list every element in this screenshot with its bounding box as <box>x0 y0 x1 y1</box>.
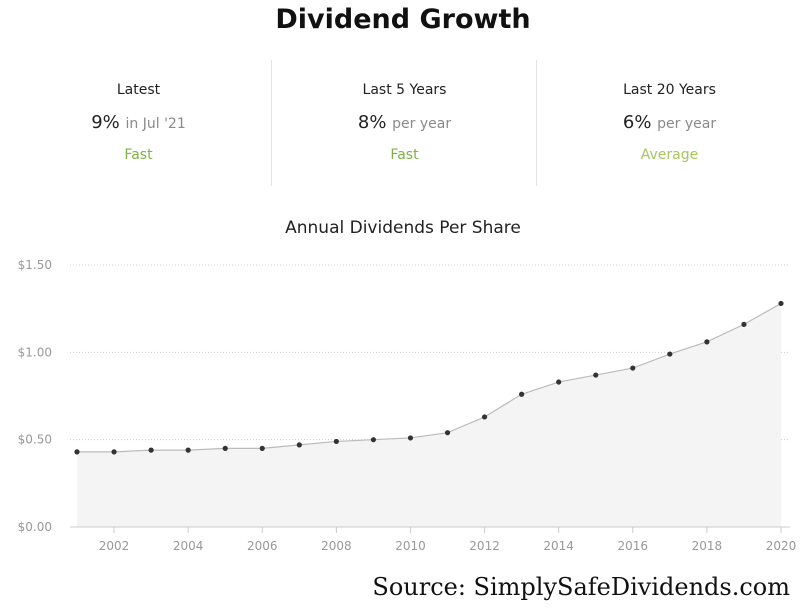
x-tick-label: 2020 <box>766 539 797 553</box>
data-point <box>704 339 710 345</box>
data-point <box>667 351 673 357</box>
x-tick-label: 2018 <box>692 539 723 553</box>
data-point <box>111 449 117 455</box>
page-title: Dividend Growth <box>275 4 531 35</box>
stat-label: Latest <box>116 82 161 98</box>
stat-value: 6% per year <box>537 112 802 133</box>
data-point <box>444 430 451 436</box>
stat-last-20-years: Last 20 Years 6% per year Average <box>536 60 802 186</box>
stat-last-5-years: Last 5 Years 8% per year Fast <box>271 60 537 186</box>
stat-rating: Average <box>640 147 699 163</box>
source-credit: Source: SimplySafeDividends.com <box>372 573 790 601</box>
data-point <box>556 379 562 385</box>
y-tick-label: $0.00 <box>18 520 52 534</box>
x-tick-label: 2016 <box>618 539 649 553</box>
stat-percent: 9% <box>91 112 120 133</box>
stat-unit: per year <box>392 116 452 132</box>
x-tick-label: 2004 <box>173 539 204 553</box>
stat-latest: Latest 9% in Jul '21 Fast <box>6 60 271 186</box>
stat-unit: in Jul '21 <box>125 116 186 132</box>
data-point <box>185 447 191 453</box>
x-tick-label: 2014 <box>543 539 574 553</box>
x-tick-label: 2002 <box>99 539 130 553</box>
data-point <box>741 321 747 327</box>
stat-label: Last 20 Years <box>623 82 716 98</box>
y-tick-label: $0.50 <box>18 433 52 447</box>
stat-rating: Fast <box>390 147 419 163</box>
y-tick-label: $1.50 <box>18 258 52 272</box>
data-point <box>778 300 784 307</box>
data-point <box>148 447 154 453</box>
data-point <box>259 445 265 451</box>
data-point <box>74 449 80 455</box>
x-tick-label: 2012 <box>469 539 500 553</box>
stat-percent: 6% <box>622 112 652 133</box>
stat-value: 8% per year <box>272 112 537 133</box>
data-point <box>296 442 302 448</box>
stat-percent: 8% <box>357 112 387 133</box>
data-point <box>407 435 414 441</box>
data-point <box>519 391 525 397</box>
data-point <box>370 437 377 443</box>
series-line <box>77 302 782 453</box>
data-point <box>222 445 228 451</box>
y-tick-label: $1.00 <box>18 345 52 359</box>
chart-title: Annual Dividends Per Share <box>285 218 521 238</box>
x-tick-label: 2010 <box>395 539 426 553</box>
data-point <box>481 414 488 420</box>
x-tick-label: 2008 <box>321 539 352 553</box>
stat-rating: Fast <box>124 147 153 163</box>
data-point <box>630 365 636 371</box>
stat-unit: per year <box>657 116 717 132</box>
stat-value: 9% in Jul '21 <box>6 112 271 133</box>
data-point <box>333 438 339 445</box>
area-fill <box>77 303 781 527</box>
annual-dividends-chart: $0.00 $0.50 $1.00 $1.50 2002 2004 2006 2008 2010… <box>18 258 797 553</box>
dividend-growth-stats: Latest 9% in Jul '21 Fast Last 5 Years 8… <box>6 60 800 186</box>
data-point <box>593 372 599 378</box>
stat-label: Last 5 Years <box>362 82 447 98</box>
x-tick-label: 2006 <box>247 539 278 553</box>
